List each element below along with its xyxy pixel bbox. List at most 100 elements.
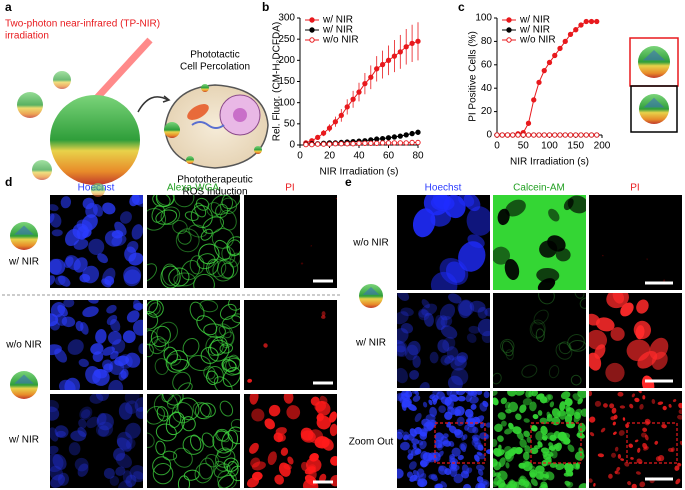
cell <box>670 447 675 453</box>
cell <box>82 265 100 284</box>
cell <box>422 401 428 408</box>
data-point <box>332 119 339 125</box>
y-tick-label: 200 <box>278 55 295 66</box>
cell <box>207 258 227 278</box>
data-point <box>594 18 600 25</box>
legend-marker <box>309 37 315 43</box>
column-header: PI <box>285 183 294 194</box>
cell <box>497 449 505 456</box>
data-point <box>562 132 568 138</box>
series-line <box>305 40 419 144</box>
legend-marker <box>506 17 512 23</box>
cell <box>631 393 635 398</box>
cell <box>525 391 532 398</box>
cell <box>78 358 89 368</box>
cell <box>184 211 199 221</box>
cell <box>417 440 424 446</box>
cell <box>421 303 438 316</box>
cell <box>469 300 486 313</box>
cell <box>97 412 107 426</box>
cell <box>476 476 484 483</box>
panel-a-title: Two-photon near-infrared (TP-NIR) <box>5 19 160 30</box>
panel-a-label: ROS Induction <box>182 187 247 198</box>
cell <box>435 314 445 330</box>
cell <box>535 328 545 342</box>
cell <box>125 422 141 439</box>
cell <box>181 260 200 281</box>
cell <box>156 321 178 344</box>
micrograph-content <box>412 195 490 290</box>
cell <box>418 309 430 321</box>
cell <box>430 271 458 290</box>
cell <box>155 423 177 442</box>
cell <box>103 467 115 479</box>
cell <box>300 262 304 265</box>
cell <box>50 427 59 442</box>
cell <box>446 346 459 361</box>
cell <box>215 448 236 468</box>
cell <box>92 351 104 362</box>
data-point <box>525 132 532 138</box>
cell <box>530 425 538 432</box>
cell <box>535 430 545 441</box>
micrograph-content <box>493 391 586 488</box>
cell <box>96 413 114 431</box>
cell <box>181 416 196 432</box>
cell <box>560 391 571 400</box>
cell <box>505 199 526 217</box>
cell <box>475 464 485 471</box>
cell <box>577 391 586 399</box>
cell <box>504 258 520 280</box>
cell <box>614 446 619 452</box>
cell <box>182 337 200 357</box>
micrograph <box>589 391 682 488</box>
cell <box>172 371 191 390</box>
cell <box>574 408 582 415</box>
cell <box>78 418 87 429</box>
cell <box>574 451 585 461</box>
cell <box>479 432 489 440</box>
cell <box>138 343 143 355</box>
cell <box>642 427 648 432</box>
micrograph-content <box>147 300 240 390</box>
cell <box>564 398 573 407</box>
cell <box>152 456 172 476</box>
cell <box>401 399 412 408</box>
cell <box>521 364 538 378</box>
cell <box>177 230 192 245</box>
y-tick-label: 20 <box>481 106 493 117</box>
x-tick-label: 0 <box>297 151 303 162</box>
micrograph-content <box>50 300 143 390</box>
cell <box>609 403 615 409</box>
data-point <box>546 132 553 138</box>
data-point <box>515 132 521 138</box>
cell <box>177 475 191 488</box>
cell <box>612 421 616 426</box>
cell <box>213 376 233 390</box>
cell <box>494 423 503 432</box>
cell <box>622 417 626 421</box>
cell <box>507 391 517 397</box>
cell <box>413 476 421 482</box>
cell <box>515 447 523 455</box>
cell <box>537 278 556 290</box>
data-point <box>583 18 589 25</box>
micrograph-content <box>50 195 143 288</box>
data-point <box>379 140 386 146</box>
cell <box>92 368 110 386</box>
panel-label: d <box>5 175 12 189</box>
cell <box>511 446 518 454</box>
cell <box>126 241 139 253</box>
cell <box>283 464 292 470</box>
cell <box>115 453 132 469</box>
cell <box>567 444 575 453</box>
cell <box>629 403 634 409</box>
cell <box>173 447 193 468</box>
cell <box>198 457 215 480</box>
cell <box>310 245 313 247</box>
legend-marker <box>309 17 315 23</box>
cell <box>82 197 95 210</box>
cell <box>657 401 664 405</box>
x-tick-label: 0 <box>494 141 500 152</box>
cell <box>434 439 443 449</box>
